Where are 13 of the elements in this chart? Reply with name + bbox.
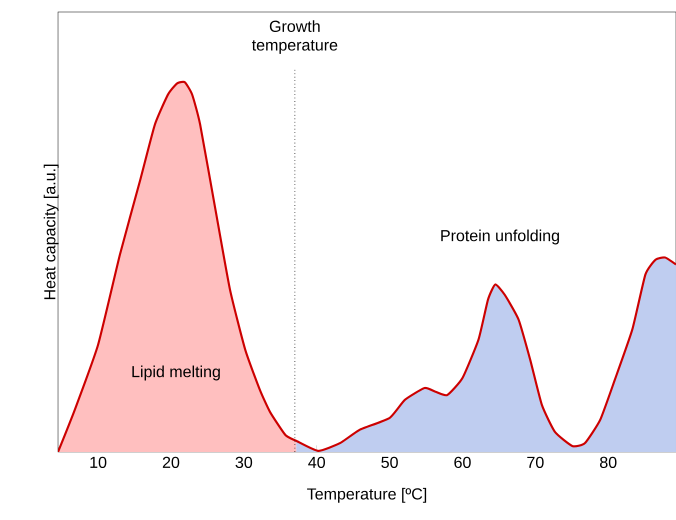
x-tick-label: 20 xyxy=(162,456,180,468)
ref-line-label: Growth temperature xyxy=(252,20,338,54)
x-tick-label: 30 xyxy=(236,456,252,468)
x-tick-label: 70 xyxy=(527,456,544,468)
x-tick-label: 40 xyxy=(308,456,325,468)
x-tick-label: 80 xyxy=(600,456,617,468)
x-axis-title: Temperature [ºC] xyxy=(307,488,426,503)
annotation: Protein unfolding xyxy=(441,230,559,244)
y-axis-title: Heat capacity [a.u.] xyxy=(44,164,59,300)
x-tick-label: 10 xyxy=(90,456,106,468)
annotation: Lipid melting xyxy=(132,366,220,380)
x-tick-label: 50 xyxy=(381,456,398,468)
x-tick-label: 60 xyxy=(454,456,471,468)
